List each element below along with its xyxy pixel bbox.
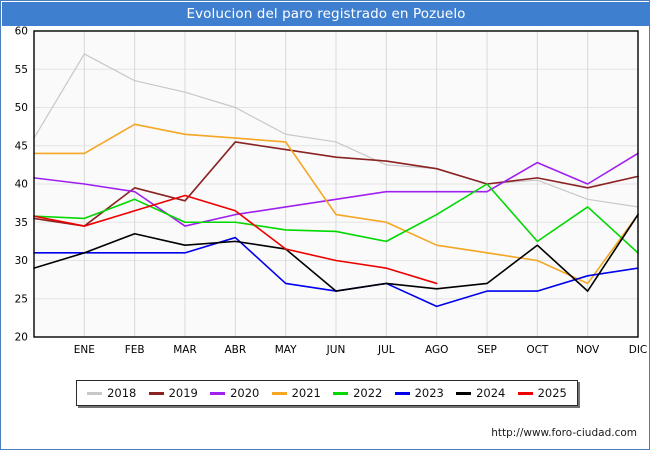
y-tick-label: 60 <box>15 26 28 38</box>
x-tick-label-MAR: MAR <box>173 344 197 356</box>
legend-item-2023[interactable]: 2023 <box>394 386 444 400</box>
window-title-bar: Evolucion del paro registrado en Pozuelo <box>2 2 649 26</box>
y-tick-label: 20 <box>15 332 28 344</box>
y-tick-label: 30 <box>15 255 28 267</box>
source-url: http://www.foro-ciudad.com <box>491 427 637 439</box>
legend-item-label: 2021 <box>291 386 321 400</box>
legend-item-2024[interactable]: 2024 <box>456 386 505 400</box>
legend-item-label: 2023 <box>414 386 444 400</box>
legend-item-2022[interactable]: 2022 <box>333 386 382 400</box>
legend-swatch-icon <box>394 391 410 395</box>
y-tick-label: 45 <box>15 140 28 152</box>
legend-swatch-icon <box>271 391 287 395</box>
x-tick-label-JUL: JUL <box>377 344 395 356</box>
legend-swatch-icon <box>210 391 226 395</box>
y-tick-label: 50 <box>15 102 28 114</box>
legend-item-label: 2020 <box>230 386 260 400</box>
legend-item-2020[interactable]: 2020 <box>210 386 259 400</box>
x-tick-label-JUN: JUN <box>326 344 346 356</box>
series-group <box>33 53 639 308</box>
legend-item-2018[interactable]: 2018 <box>87 386 136 400</box>
legend-item-2019[interactable]: 2019 <box>148 386 198 400</box>
chart-legend: 2018 2019 2020 2021 2022 2023 2024 2025 <box>76 380 578 406</box>
legend-item-2021[interactable]: 2021 <box>271 386 321 400</box>
legend-item-label: 2019 <box>168 386 198 400</box>
legend-item-label: 2018 <box>107 386 137 400</box>
legend-item-label: 2025 <box>537 386 567 400</box>
x-tick-label-ABR: ABR <box>224 344 246 356</box>
series-line-2022 <box>33 183 639 254</box>
series-line-2020 <box>33 152 639 227</box>
legend-swatch-icon <box>517 391 533 395</box>
y-tick-label: 55 <box>15 64 28 76</box>
legend-swatch-icon <box>456 391 472 395</box>
legend-swatch-icon <box>148 391 164 395</box>
series-line-2025 <box>33 194 438 285</box>
legend-item-label: 2022 <box>353 386 383 400</box>
legend-swatch-icon <box>333 391 349 395</box>
series-line-2024 <box>33 213 639 292</box>
x-tick-label-SEP: SEP <box>477 344 497 356</box>
page-title: Evolucion del paro registrado en Pozuelo <box>186 6 466 22</box>
x-tick-label-DIC: DIC <box>629 344 648 356</box>
plot-border <box>33 30 639 338</box>
y-tick-label: 40 <box>15 179 28 191</box>
line-chart-svg: 20 25 30 35 40 45 50 55 60 ENE FEB MAR ABR MAY JUN JUL A… <box>15 26 648 356</box>
legend-item-2025[interactable]: 2025 <box>517 386 567 400</box>
x-tick-label-ENE: ENE <box>74 344 95 356</box>
legend-item-label: 2024 <box>476 386 506 400</box>
series-line-2018 <box>33 53 639 208</box>
x-tick-label-MAY: MAY <box>275 344 297 356</box>
x-tick-label-OCT: OCT <box>526 344 549 356</box>
legend-swatch-icon <box>87 391 103 395</box>
series-line-2021 <box>33 123 639 285</box>
y-tick-label: 35 <box>15 217 28 229</box>
series-line-2019 <box>33 141 639 227</box>
x-axis-ticks: ENE FEB MAR ABR MAY JUN JUL AGO SEP OCT NOV DIC <box>74 344 647 356</box>
x-tick-label-NOV: NOV <box>576 344 600 356</box>
chart-plot-area: 20 25 30 35 40 45 50 55 60 ENE FEB MAR ABR MAY JUN JUL A… <box>1 26 649 356</box>
y-tick-label: 25 <box>15 293 28 305</box>
y-axis-ticks: 20 25 30 35 40 45 50 55 60 <box>15 26 28 344</box>
x-tick-label-FEB: FEB <box>125 344 145 356</box>
x-tick-label-AGO: AGO <box>425 344 448 356</box>
